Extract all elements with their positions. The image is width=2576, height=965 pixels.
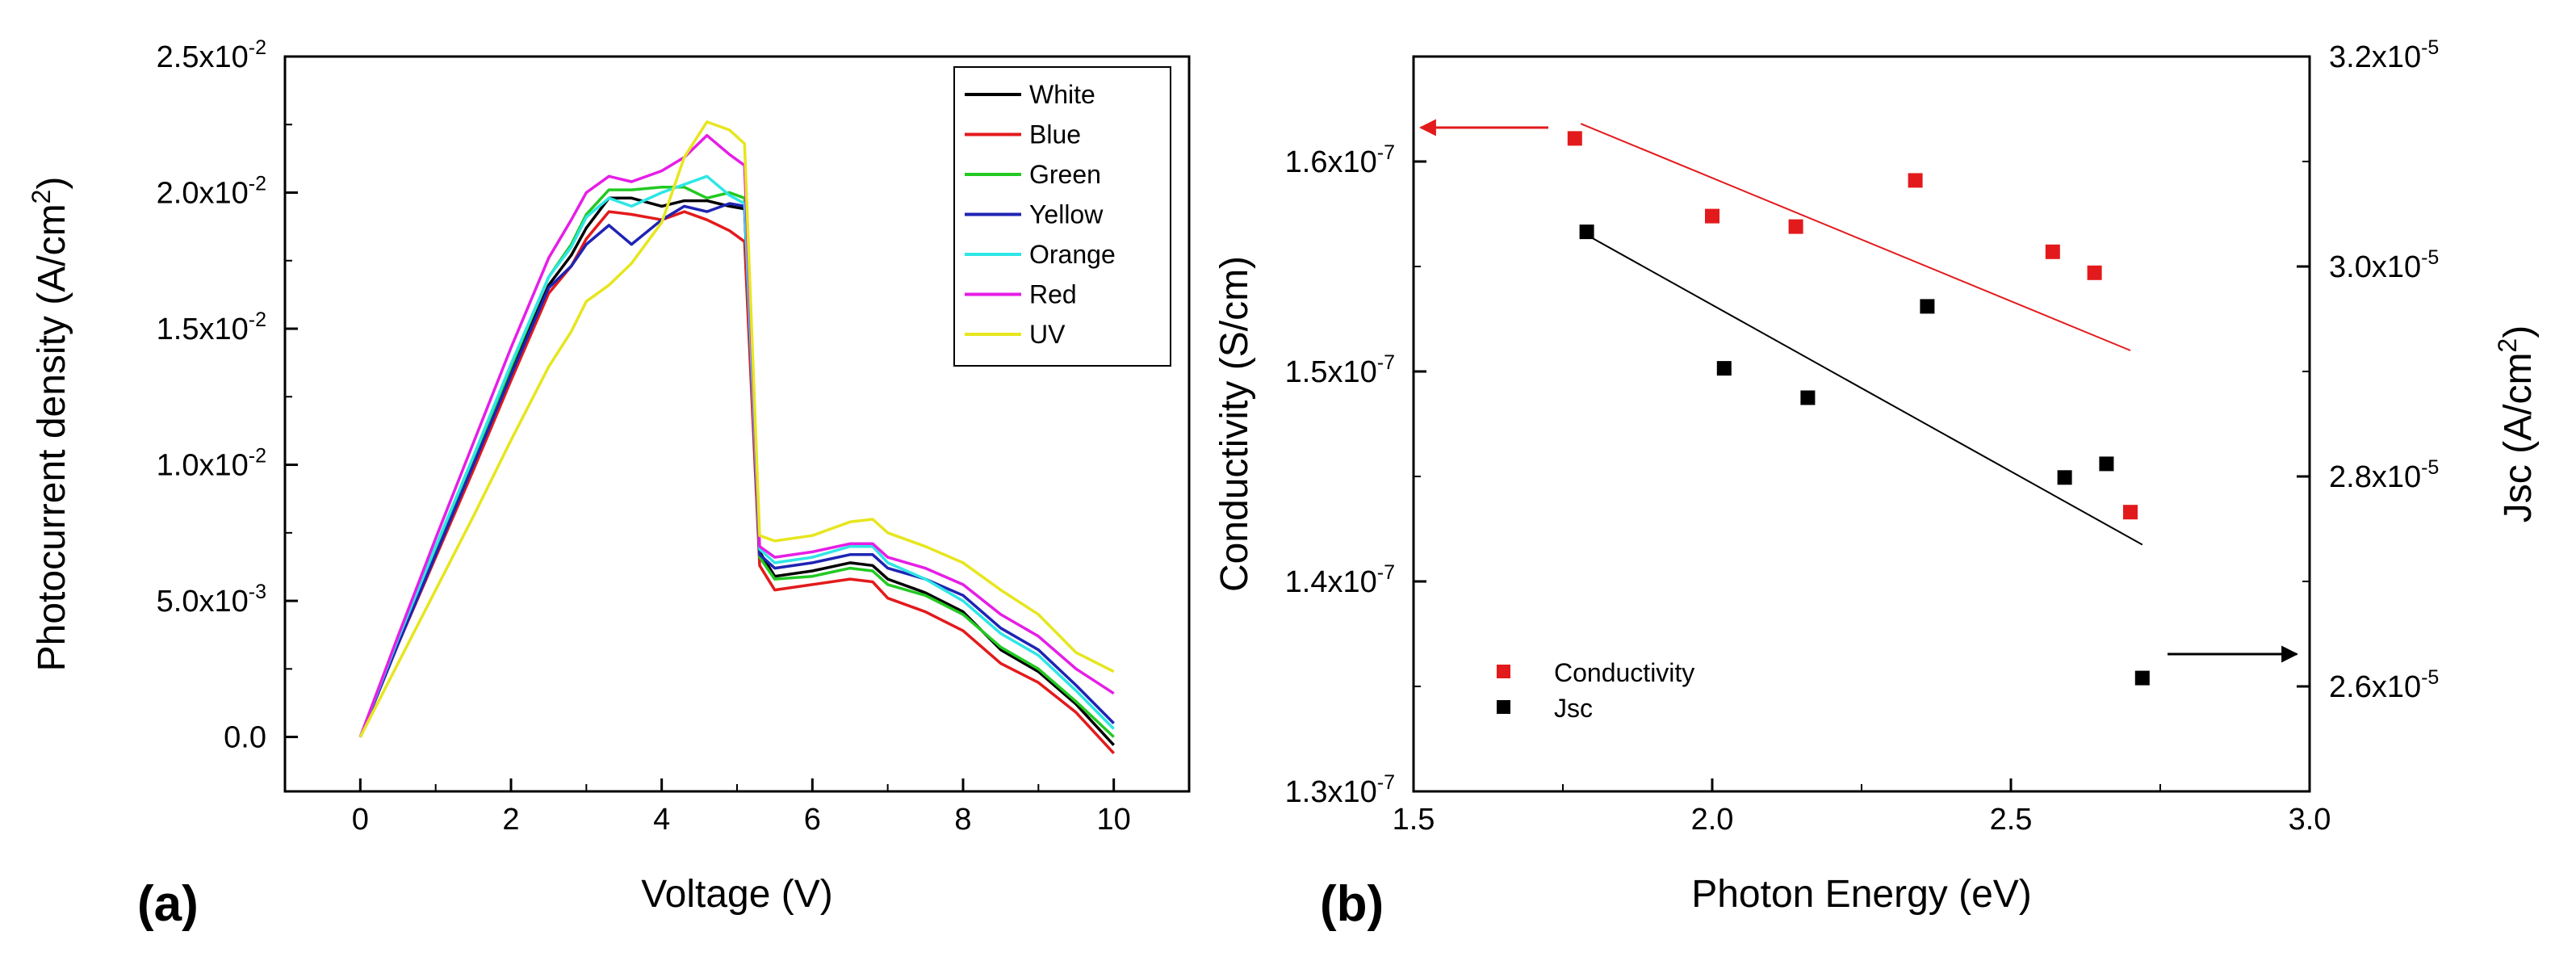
chart-b-xtick-label: 3.0 xyxy=(2289,803,2331,837)
series-line-orange xyxy=(358,174,1115,738)
legend-marker-conductivity xyxy=(1497,665,1510,678)
chart-b-ticks xyxy=(1412,55,2311,793)
chart-a-ytick-label: 5.0x10-3 xyxy=(157,581,266,619)
chart-b-xlabel: Photon Energy (eV) xyxy=(1691,873,2032,916)
chart-b-xtick-label: 2.0 xyxy=(1691,803,1734,837)
chart-a-legend: White Blue Green Yellow Orange Red UV xyxy=(953,66,1171,367)
chart-b-legend: Conductivity Jsc xyxy=(1497,658,1694,723)
chart-a-legend-label: White xyxy=(1029,80,1095,109)
chart-a-legend-items xyxy=(965,93,1021,336)
legend-label-jsc: Jsc xyxy=(1554,694,1593,723)
chart-a-xtick-label: 4 xyxy=(653,803,670,837)
data-point-jsc xyxy=(1716,361,1732,376)
chart-a-xtick-label: 8 xyxy=(954,803,971,837)
chart-a-ytick-label: 1.0x10-2 xyxy=(157,445,266,483)
chart-b-y2tick-label: 2.6x10-5 xyxy=(2329,666,2439,704)
series-line-blue xyxy=(358,210,1115,754)
series-line-yellow xyxy=(358,202,1115,738)
legend-label-conductivity: Conductivity xyxy=(1554,658,1694,687)
data-point-jsc xyxy=(2099,456,2114,472)
chart-a: 0 2 4 6 8 10 0.0 5.0x10-3 1.0x10-2 1.5x1… xyxy=(27,36,1191,932)
chart-b-y2tick-label: 2.8x10-5 xyxy=(2329,456,2439,494)
chart-a-xtick-label: 10 xyxy=(1097,803,1131,837)
fit-line-jsc xyxy=(1586,234,2143,546)
chart-b-points xyxy=(1567,131,2150,686)
panel-a-label: (a) xyxy=(137,876,199,932)
data-point-jsc xyxy=(2134,670,2150,686)
chart-a-legend-label: Blue xyxy=(1029,120,1081,149)
chart-a-xlabel: Voltage (V) xyxy=(641,873,832,916)
chart-a-legend-label: Yellow xyxy=(1029,200,1104,229)
chart-a-series xyxy=(358,120,1115,754)
panel-b-label: (b) xyxy=(1320,876,1384,932)
chart-a-legend-label: Red xyxy=(1029,280,1077,309)
chart-b-ytick-label: 1.4x10-7 xyxy=(1285,561,1395,599)
chart-b-xtick-label: 1.5 xyxy=(1393,803,1435,837)
data-point-conductivity xyxy=(2123,505,2138,520)
chart-a-ytick-label: 0.0 xyxy=(224,721,266,755)
data-point-conductivity xyxy=(1908,173,1923,188)
legend-marker-jsc xyxy=(1497,700,1510,714)
chart-a-ytick-label: 2.5x10-2 xyxy=(157,36,266,74)
data-point-jsc xyxy=(1579,224,1594,240)
chart-b-frame xyxy=(1412,55,2311,793)
data-point-jsc xyxy=(1920,299,1935,314)
chart-a-ytick-label: 2.0x10-2 xyxy=(157,173,266,211)
chart-b-y2tick-label: 3.2x10-5 xyxy=(2329,36,2439,74)
chart-a-xtick-label: 0 xyxy=(352,803,369,837)
chart-b-ytick-label: 1.6x10-7 xyxy=(1285,141,1395,179)
chart-a-ticks xyxy=(285,55,1116,791)
data-point-conductivity xyxy=(1705,208,1719,224)
chart-b-xtick-label: 2.5 xyxy=(1990,803,2033,837)
chart-a-legend-label: Green xyxy=(1029,160,1101,189)
chart-b-ytick-label: 1.5x10-7 xyxy=(1285,351,1395,389)
data-point-conductivity xyxy=(2087,265,2102,280)
data-point-jsc xyxy=(1800,390,1816,405)
chart-b-ylabel: Conductivity (S/cm) xyxy=(1213,256,1256,592)
chart-a-ylabel: Photocurrent density (A/cm2) xyxy=(27,177,73,672)
data-point-conductivity xyxy=(1788,219,1803,234)
chart-a-xtick-label: 2 xyxy=(502,803,519,837)
series-line-red xyxy=(358,133,1115,738)
data-point-conductivity xyxy=(1567,131,1582,146)
data-point-jsc xyxy=(2057,470,2072,485)
chart-b-ytick-label: 1.3x10-7 xyxy=(1285,771,1395,809)
chart-b-y2tick-label: 3.0x10-5 xyxy=(2329,246,2439,284)
chart-a-legend-label: UV xyxy=(1029,320,1066,349)
chart-b-fit-lines xyxy=(1580,123,2143,546)
chart-b: 1.5 2.0 2.5 3.0 1.3x10-7 1.4x10-7 1.5x10… xyxy=(1213,36,2540,932)
chart-a-xtick-label: 6 xyxy=(804,803,821,837)
fit-line-conductivity xyxy=(1580,123,2131,351)
chart-a-legend-label: Orange xyxy=(1029,240,1116,269)
chart-b-y2label: Jsc (A/cm2) xyxy=(2493,325,2540,522)
data-point-conductivity xyxy=(2045,244,2060,259)
series-line-uv xyxy=(358,120,1115,738)
chart-a-legend-box xyxy=(953,66,1171,367)
chart-a-ytick-label: 1.5x10-2 xyxy=(157,308,266,346)
